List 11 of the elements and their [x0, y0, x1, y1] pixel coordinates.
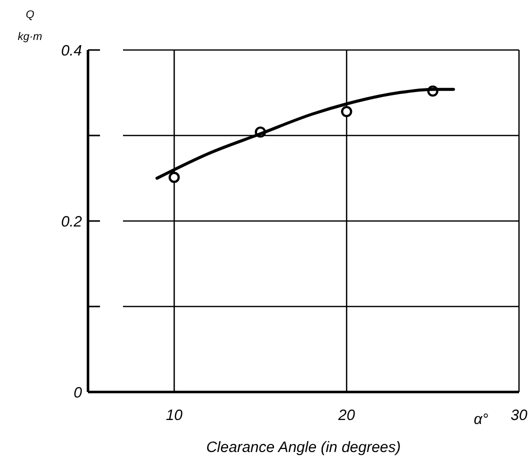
y-tick-label: 0.4: [61, 42, 82, 60]
y-tick-label: 0.2: [61, 213, 83, 230]
y-tick-label: 0: [74, 384, 83, 402]
x-axis-title: Clearance Angle (in degrees): [206, 439, 401, 456]
x-tick-label: 30: [510, 407, 528, 424]
y-axis-title: Q kg·m: [18, 9, 42, 43]
point: [168, 172, 180, 183]
x-tick-label: 20: [337, 407, 356, 424]
point: [341, 106, 352, 118]
text: α°: [474, 411, 488, 428]
x-tick-label: 10: [166, 407, 184, 424]
